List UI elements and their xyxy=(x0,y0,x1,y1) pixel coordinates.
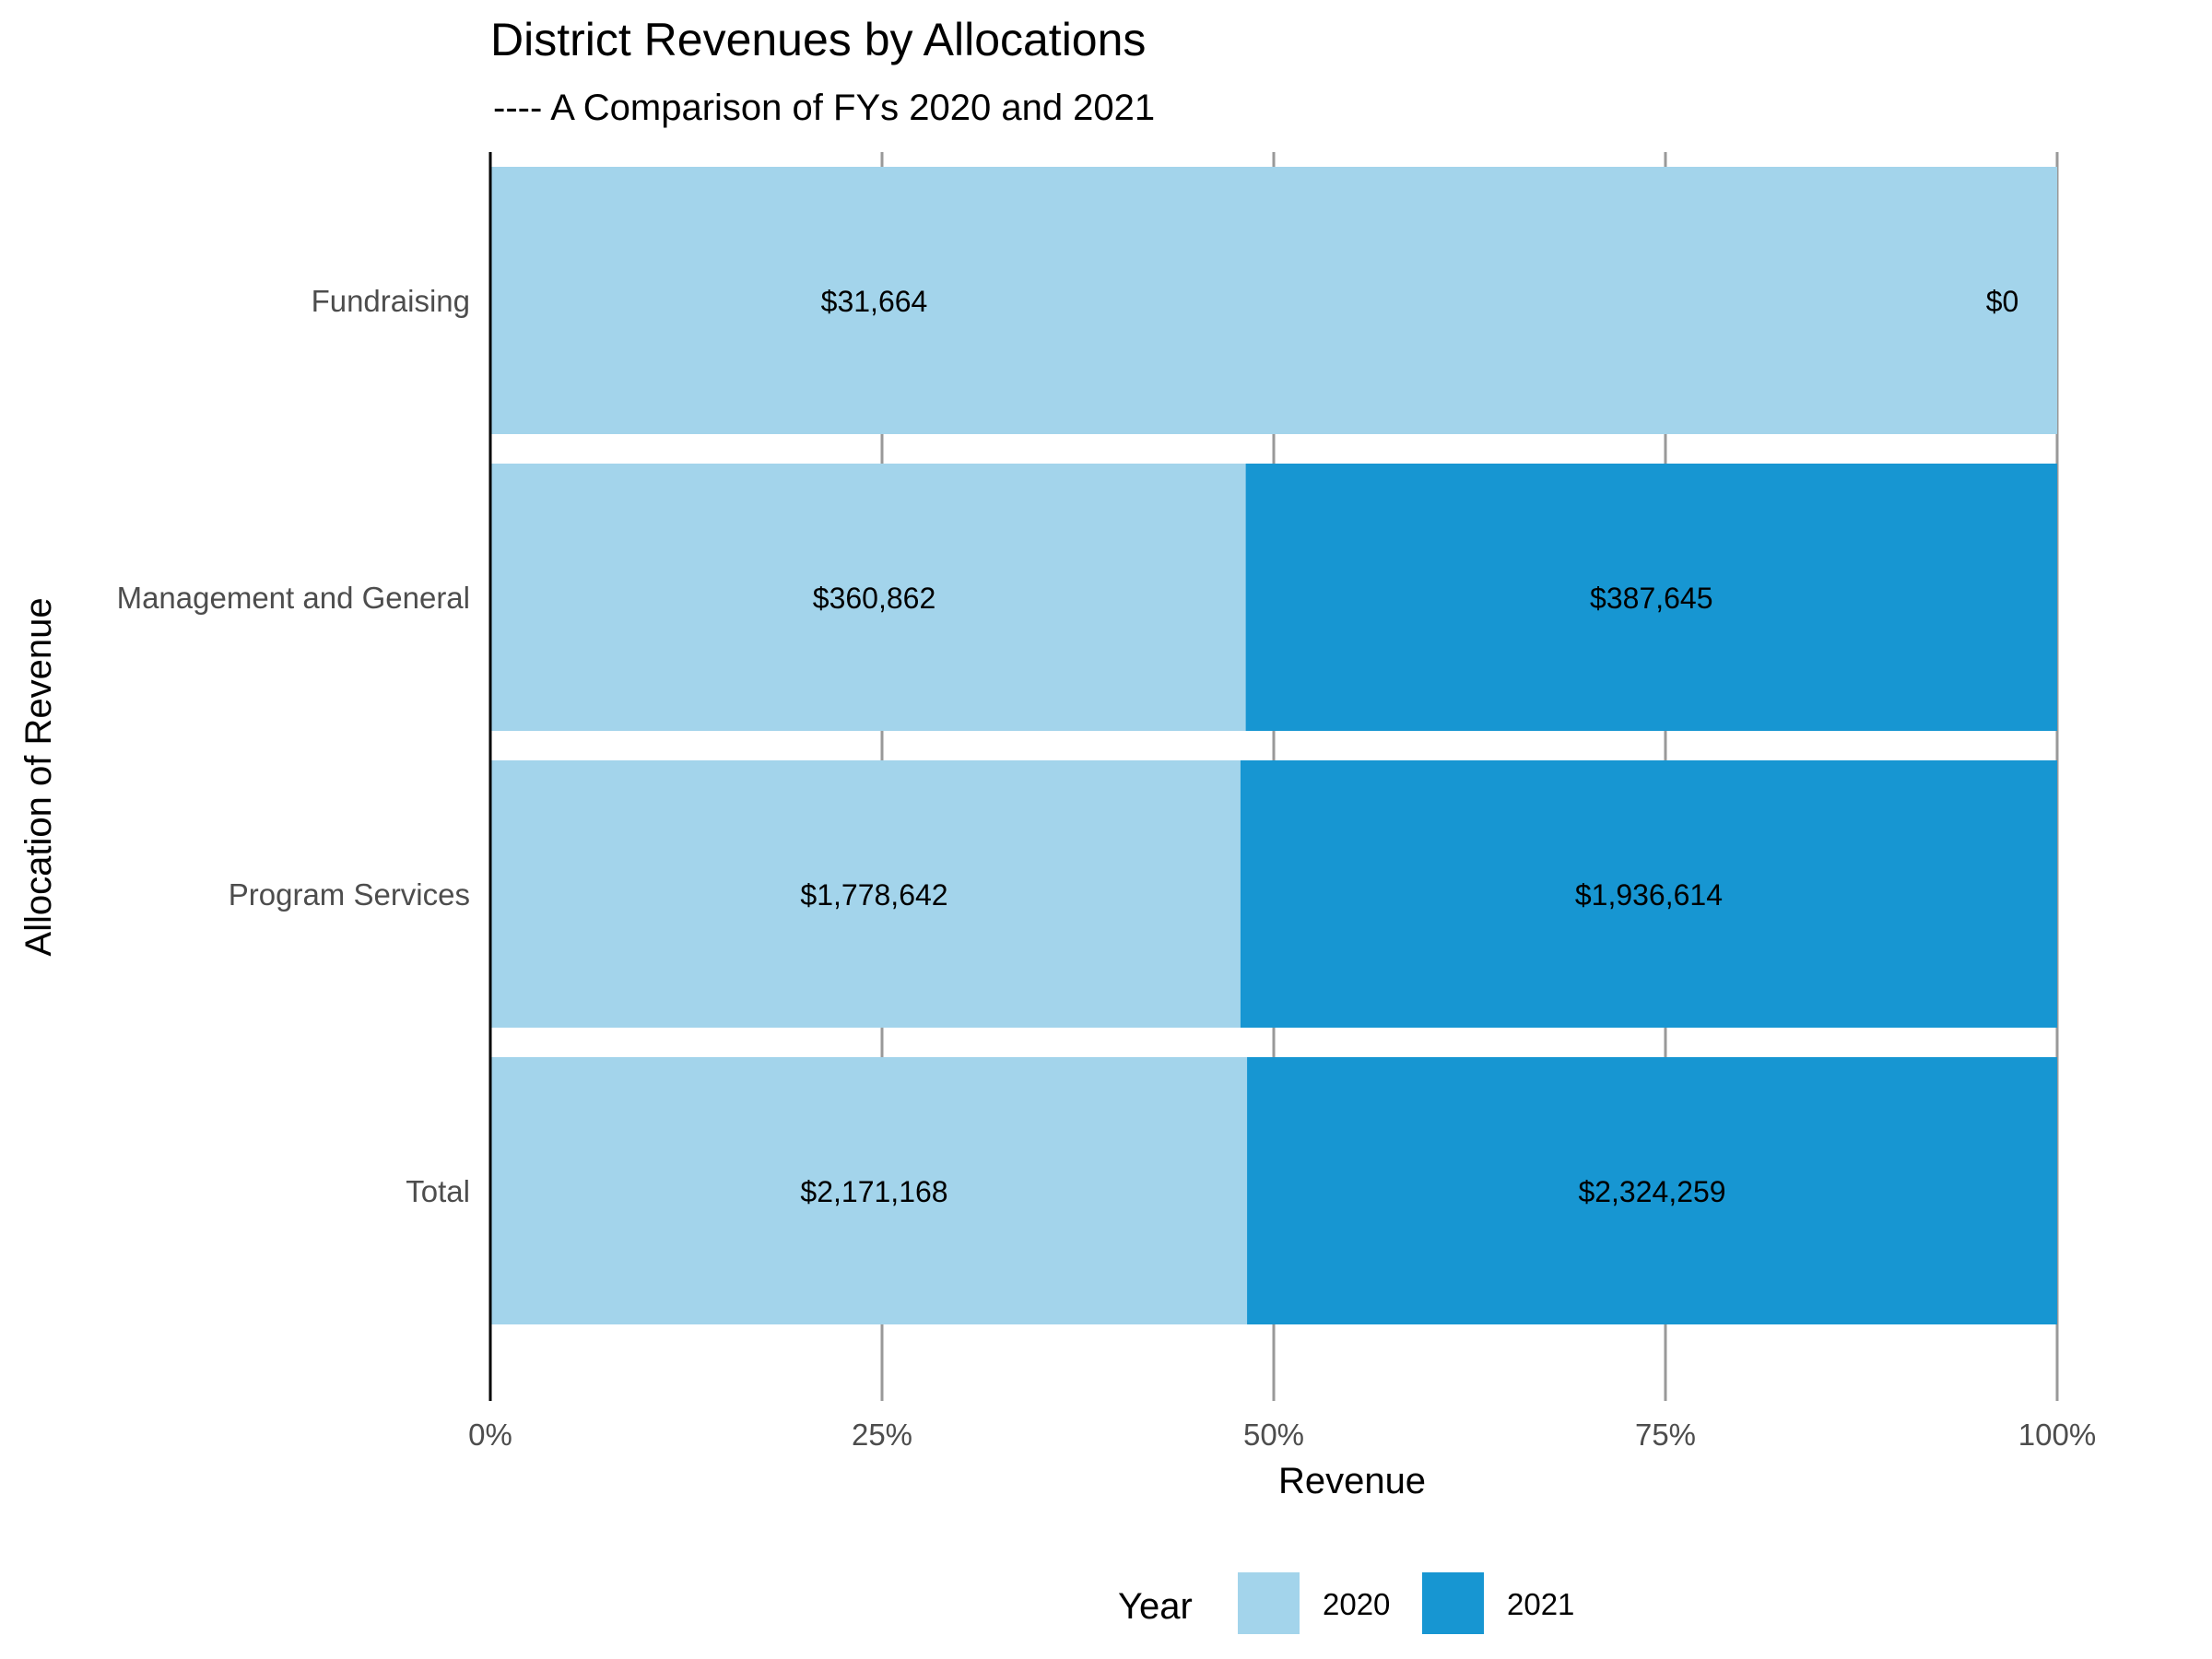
data-label-total-2021: $2,324,259 xyxy=(1578,1175,1725,1208)
x-tick-label-3: 75% xyxy=(1635,1418,1696,1452)
data-label-fundraising-2020: $31,664 xyxy=(821,285,928,318)
bars xyxy=(490,167,2057,1324)
data-label-fundraising-2021: $0 xyxy=(1986,285,2019,318)
y-tick-label-0: Fundraising xyxy=(312,284,470,318)
bar-total-2021 xyxy=(1247,1057,2057,1324)
x-tick-label-4: 100% xyxy=(2018,1418,2096,1452)
bar-management-and-general-2020 xyxy=(490,464,1246,731)
bar-fundraising-2020 xyxy=(490,167,2057,434)
y-tick-label-1: Management and General xyxy=(117,581,470,615)
x-axis-ticks: 0% 25% 50% 75% 100% xyxy=(468,1418,2096,1452)
legend-title: Year xyxy=(1118,1586,1193,1627)
bar-management-and-general-2021 xyxy=(1245,464,2057,731)
y-axis-title: Allocation of Revenue xyxy=(18,597,59,956)
bar-program-services-2020 xyxy=(490,760,1241,1028)
x-tick-label-2: 50% xyxy=(1243,1418,1304,1452)
y-tick-label-3: Total xyxy=(406,1174,470,1208)
legend-key-2020 xyxy=(1238,1572,1300,1634)
legend-label-2020: 2020 xyxy=(1323,1587,1390,1621)
legend: Year 2020 2021 xyxy=(1118,1572,1574,1634)
data-label-total-2020: $2,171,168 xyxy=(800,1175,947,1208)
legend-label-2021: 2021 xyxy=(1507,1587,1574,1621)
bar-program-services-2021 xyxy=(1240,760,2057,1028)
x-tick-label-0: 0% xyxy=(468,1418,512,1452)
data-labels: $31,664 $0 $360,862 $387,645 $1,778,642 $1,93… xyxy=(800,285,2018,1208)
x-axis-title: Revenue xyxy=(1278,1461,1426,1501)
data-label-program-services-2020: $1,778,642 xyxy=(800,878,947,912)
data-label-management-and-general-2021: $387,645 xyxy=(1590,582,1712,615)
data-label-management-and-general-2020: $360,862 xyxy=(813,582,935,615)
x-tick-label-1: 25% xyxy=(852,1418,912,1452)
y-axis-ticks: Fundraising Management and General Program… xyxy=(117,284,470,1208)
legend-items: 2020 2021 xyxy=(1238,1572,1574,1634)
chart-title: District Revenues by Allocations xyxy=(490,14,1146,65)
bar-total-2020 xyxy=(490,1057,1248,1324)
legend-key-2021 xyxy=(1422,1572,1484,1634)
data-label-program-services-2021: $1,936,614 xyxy=(1575,878,1723,912)
chart-subtitle: ---- A Comparison of FYs 2020 and 2021 xyxy=(493,88,1155,128)
y-tick-label-2: Program Services xyxy=(229,877,470,912)
